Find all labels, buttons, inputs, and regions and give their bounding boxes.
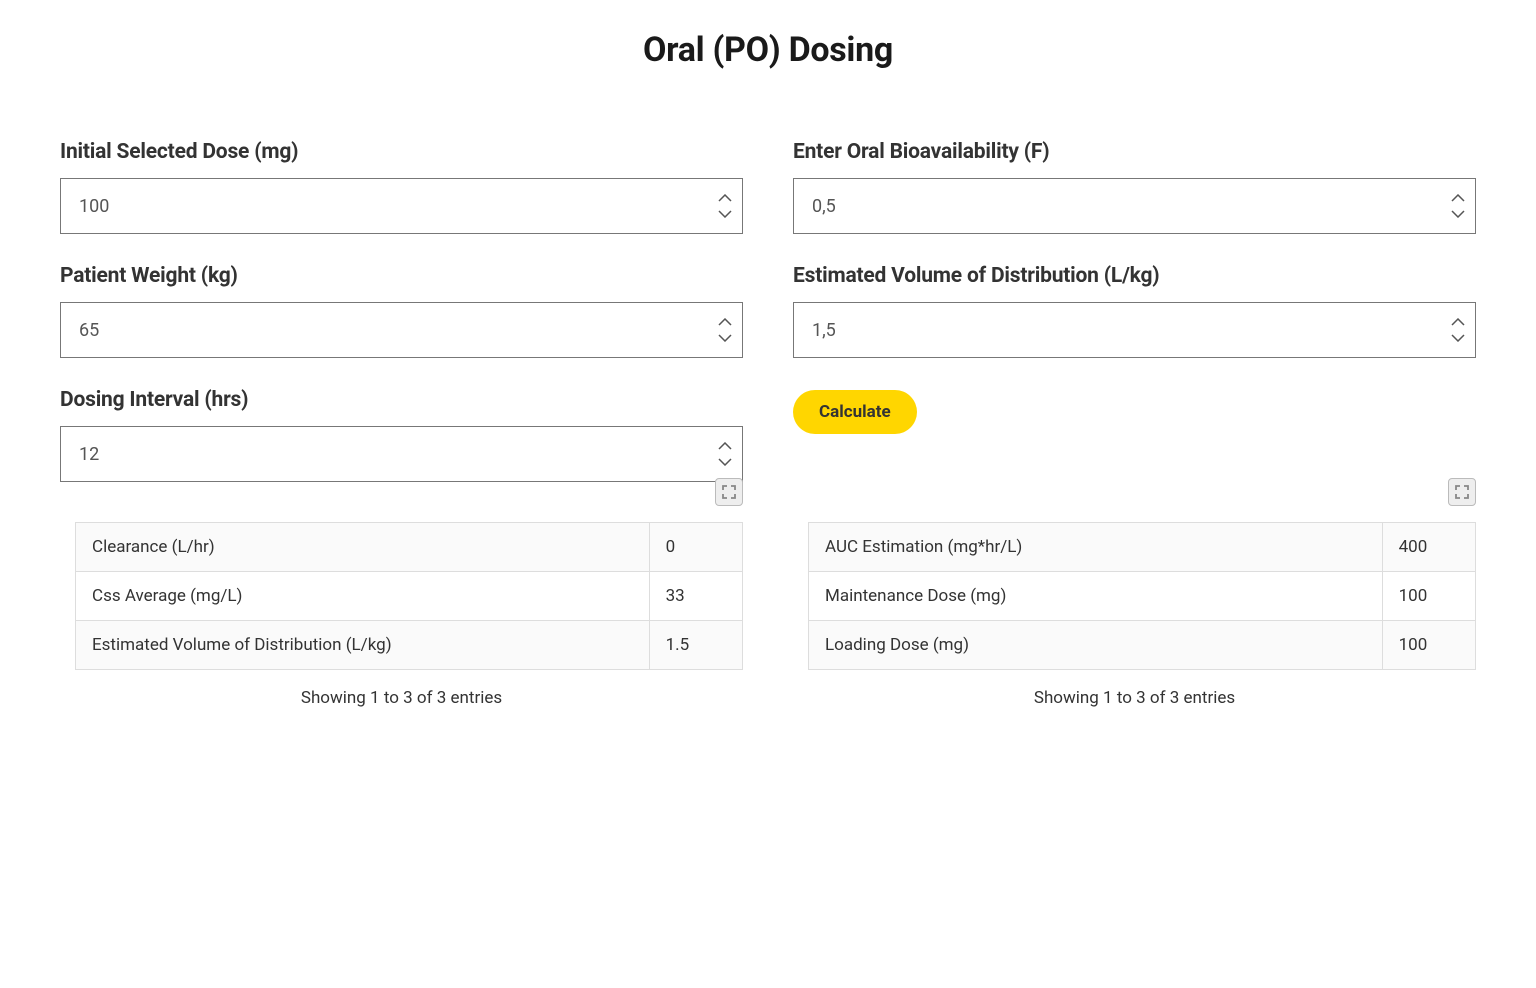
result-label: Clearance (L/hr) bbox=[76, 523, 650, 572]
result-label: Loading Dose (mg) bbox=[809, 621, 1383, 670]
dosing-interval-input-wrapper bbox=[60, 426, 743, 482]
dosing-interval-label: Dosing Interval (hrs) bbox=[60, 388, 743, 412]
results-right-table: AUC Estimation (mg*hr/L) 400 Maintenance… bbox=[808, 522, 1476, 670]
step-up-icon[interactable] bbox=[716, 191, 734, 205]
calculate-wrapper: Calculate bbox=[793, 388, 1476, 482]
table-row: Estimated Volume of Distribution (L/kg) … bbox=[76, 621, 743, 670]
patient-weight-input-wrapper bbox=[60, 302, 743, 358]
field-patient-weight: Patient Weight (kg) bbox=[60, 264, 743, 358]
step-up-icon[interactable] bbox=[716, 315, 734, 329]
table-row: Css Average (mg/L) 33 bbox=[76, 572, 743, 621]
initial-dose-input[interactable] bbox=[61, 179, 742, 233]
table-row: Clearance (L/hr) 0 bbox=[76, 523, 743, 572]
table-row: Maintenance Dose (mg) 100 bbox=[809, 572, 1476, 621]
volume-distribution-input[interactable] bbox=[794, 303, 1475, 357]
step-down-icon[interactable] bbox=[716, 207, 734, 221]
result-value: 0 bbox=[649, 523, 742, 572]
results-right-caption: Showing 1 to 3 of 3 entries bbox=[793, 688, 1476, 708]
form-container: Initial Selected Dose (mg) Enter Oral Bi… bbox=[60, 140, 1476, 482]
result-value: 100 bbox=[1382, 572, 1475, 621]
volume-distribution-input-wrapper bbox=[793, 302, 1476, 358]
patient-weight-label: Patient Weight (kg) bbox=[60, 264, 743, 288]
result-label: Estimated Volume of Distribution (L/kg) bbox=[76, 621, 650, 670]
initial-dose-label: Initial Selected Dose (mg) bbox=[60, 140, 743, 164]
bioavailability-stepper bbox=[1449, 191, 1467, 221]
result-label: Css Average (mg/L) bbox=[76, 572, 650, 621]
field-volume-distribution: Estimated Volume of Distribution (L/kg) bbox=[793, 264, 1476, 358]
dosing-interval-input[interactable] bbox=[61, 427, 742, 481]
volume-distribution-label: Estimated Volume of Distribution (L/kg) bbox=[793, 264, 1476, 288]
table-row: Loading Dose (mg) 100 bbox=[809, 621, 1476, 670]
results-left-block: Clearance (L/hr) 0 Css Average (mg/L) 33… bbox=[60, 522, 743, 708]
bioavailability-label: Enter Oral Bioavailability (F) bbox=[793, 140, 1476, 164]
table-row: AUC Estimation (mg*hr/L) 400 bbox=[809, 523, 1476, 572]
field-initial-dose: Initial Selected Dose (mg) bbox=[60, 140, 743, 234]
step-up-icon[interactable] bbox=[1449, 191, 1467, 205]
initial-dose-stepper bbox=[716, 191, 734, 221]
bioavailability-input-wrapper bbox=[793, 178, 1476, 234]
step-up-icon[interactable] bbox=[716, 439, 734, 453]
step-up-icon[interactable] bbox=[1449, 315, 1467, 329]
initial-dose-input-wrapper bbox=[60, 178, 743, 234]
expand-icon[interactable] bbox=[715, 478, 743, 506]
results-left-caption: Showing 1 to 3 of 3 entries bbox=[60, 688, 743, 708]
step-down-icon[interactable] bbox=[716, 455, 734, 469]
dosing-interval-stepper bbox=[716, 439, 734, 469]
result-label: AUC Estimation (mg*hr/L) bbox=[809, 523, 1383, 572]
results-right-block: AUC Estimation (mg*hr/L) 400 Maintenance… bbox=[793, 522, 1476, 708]
result-value: 33 bbox=[649, 572, 742, 621]
field-dosing-interval: Dosing Interval (hrs) bbox=[60, 388, 743, 482]
result-value: 100 bbox=[1382, 621, 1475, 670]
field-bioavailability: Enter Oral Bioavailability (F) bbox=[793, 140, 1476, 234]
result-label: Maintenance Dose (mg) bbox=[809, 572, 1383, 621]
result-value: 1.5 bbox=[649, 621, 742, 670]
tables-container: Clearance (L/hr) 0 Css Average (mg/L) 33… bbox=[60, 522, 1476, 708]
result-value: 400 bbox=[1382, 523, 1475, 572]
bioavailability-input[interactable] bbox=[794, 179, 1475, 233]
calculate-button[interactable]: Calculate bbox=[793, 390, 917, 434]
expand-icon[interactable] bbox=[1448, 478, 1476, 506]
volume-distribution-stepper bbox=[1449, 315, 1467, 345]
page-title: Oral (PO) Dosing bbox=[60, 30, 1476, 70]
step-down-icon[interactable] bbox=[716, 331, 734, 345]
results-left-table: Clearance (L/hr) 0 Css Average (mg/L) 33… bbox=[75, 522, 743, 670]
step-down-icon[interactable] bbox=[1449, 207, 1467, 221]
patient-weight-stepper bbox=[716, 315, 734, 345]
patient-weight-input[interactable] bbox=[61, 303, 742, 357]
step-down-icon[interactable] bbox=[1449, 331, 1467, 345]
